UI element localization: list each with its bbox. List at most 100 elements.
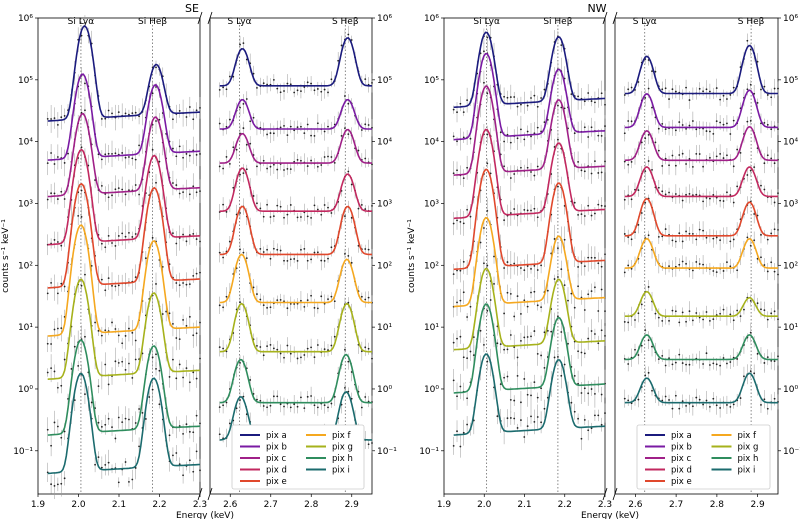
data-point-nw-s-7 (715, 363, 718, 366)
data-point-nw-s-2 (685, 163, 687, 165)
data-point-nw-s-6 (729, 313, 732, 316)
data-point-se-si-6 (188, 381, 191, 384)
data-point-nw-si-8 (557, 355, 559, 358)
data-point-se-s-1 (364, 123, 367, 126)
data-point-nw-s-7 (729, 361, 732, 363)
data-point-se-s-8 (218, 433, 221, 436)
data-point-se-s-0 (296, 89, 299, 92)
y-tick-label-left-nw: 10⁻¹ (419, 447, 439, 457)
data-point-se-si-7 (56, 425, 59, 428)
data-point-nw-si-5 (483, 227, 485, 229)
data-point-se-si-3 (158, 160, 161, 163)
data-point-se-si-6 (168, 376, 171, 378)
data-point-se-s-1 (310, 134, 312, 137)
data-point-se-si-8 (178, 463, 181, 466)
data-point-se-si-7 (107, 417, 110, 420)
data-point-se-s-6 (364, 346, 367, 349)
data-point-se-si-1 (107, 152, 110, 155)
data-point-nw-si-7 (459, 385, 462, 388)
data-point-se-si-6 (84, 273, 86, 276)
data-point-nw-si-5 (513, 315, 516, 318)
model-curve-se-s-pix-e (219, 205, 372, 256)
data-point-se-si-8 (53, 484, 56, 487)
data-point-se-s-2 (300, 159, 302, 162)
data-point-se-s-6 (367, 347, 370, 350)
data-point-se-s-3 (262, 215, 265, 218)
data-point-se-si-4 (195, 272, 198, 275)
data-point-nw-si-4 (587, 256, 590, 259)
data-point-nw-s-5 (668, 265, 670, 268)
data-point-se-si-0 (63, 115, 66, 117)
data-point-nw-si-3 (523, 208, 526, 211)
line-energy-label-nw: S Lyα (633, 17, 657, 27)
data-point-se-s-5 (347, 255, 350, 257)
data-point-se-s-3 (306, 215, 309, 218)
data-point-nw-s-2 (695, 153, 698, 155)
data-point-nw-s-0 (685, 86, 687, 89)
legend-label-se-pix-a: pix a (266, 431, 287, 441)
data-point-se-s-1 (323, 130, 326, 133)
data-point-nw-s-3 (773, 201, 776, 204)
data-point-se-s-3 (371, 204, 373, 207)
data-point-nw-si-6 (486, 264, 489, 267)
data-point-se-si-7 (73, 345, 76, 348)
data-point-se-s-2 (344, 127, 346, 130)
data-point-se-si-4 (114, 285, 117, 288)
data-point-se-si-2 (46, 198, 49, 201)
data-point-se-s-0 (313, 89, 316, 92)
data-point-se-s-2 (262, 159, 265, 162)
axis-break-mark-se (207, 487, 213, 501)
data-point-se-si-1 (67, 152, 69, 155)
data-point-nw-si-8 (456, 430, 458, 433)
data-point-se-s-8 (367, 443, 370, 446)
data-point-nw-si-2 (563, 107, 566, 110)
data-point-nw-si-8 (530, 415, 532, 418)
data-point-se-si-5 (60, 327, 63, 330)
data-point-nw-si-2 (526, 166, 529, 169)
data-point-nw-si-7 (600, 393, 603, 396)
data-point-se-s-5 (286, 307, 289, 310)
data-point-se-si-6 (56, 386, 59, 389)
model-curve-se-si-pix-d (47, 148, 201, 246)
data-point-nw-s-3 (722, 200, 725, 202)
data-point-se-si-5 (53, 328, 56, 331)
data-point-nw-s-5 (777, 273, 779, 276)
data-point-se-si-0 (80, 34, 83, 37)
data-point-se-s-2 (235, 148, 238, 151)
x-axis-label-nw: Energy (keV) (581, 511, 639, 519)
data-point-se-s-2 (306, 165, 309, 167)
data-point-nw-s-0 (749, 48, 752, 51)
data-point-se-s-0 (310, 82, 312, 85)
data-point-se-si-1 (124, 156, 127, 159)
data-point-nw-s-7 (681, 362, 684, 364)
data-point-se-s-0 (289, 83, 292, 86)
data-point-se-s-1 (239, 106, 241, 109)
data-point-nw-s-4 (657, 235, 660, 238)
data-point-nw-s-7 (668, 357, 670, 360)
data-point-se-si-7 (50, 444, 53, 447)
data-point-nw-s-2 (766, 154, 769, 157)
data-point-nw-s-8 (709, 405, 711, 408)
data-point-nw-s-8 (743, 375, 745, 378)
data-point-se-s-6 (276, 348, 279, 351)
data-point-nw-s-6 (749, 299, 752, 302)
data-point-nw-si-2 (513, 173, 516, 175)
data-point-se-s-2 (272, 163, 275, 166)
data-point-nw-s-5 (763, 264, 766, 266)
data-point-se-si-2 (158, 118, 161, 121)
data-point-nw-si-2 (583, 170, 586, 173)
data-point-nw-s-0 (766, 94, 769, 96)
data-point-nw-si-3 (462, 222, 465, 225)
data-point-nw-si-5 (583, 309, 586, 311)
data-point-se-s-3 (245, 168, 248, 171)
data-point-nw-si-4 (526, 265, 529, 267)
data-point-se-s-5 (330, 295, 333, 298)
data-point-se-si-5 (94, 321, 96, 324)
data-point-nw-si-7 (583, 387, 586, 390)
data-point-nw-s-0 (654, 70, 657, 73)
y-axis-label-se: counts s⁻¹ keV⁻¹ (1, 219, 11, 293)
data-point-nw-s-8 (715, 404, 718, 407)
data-point-se-si-2 (60, 190, 63, 193)
data-point-nw-si-2 (503, 165, 506, 168)
data-point-se-s-3 (364, 208, 367, 210)
